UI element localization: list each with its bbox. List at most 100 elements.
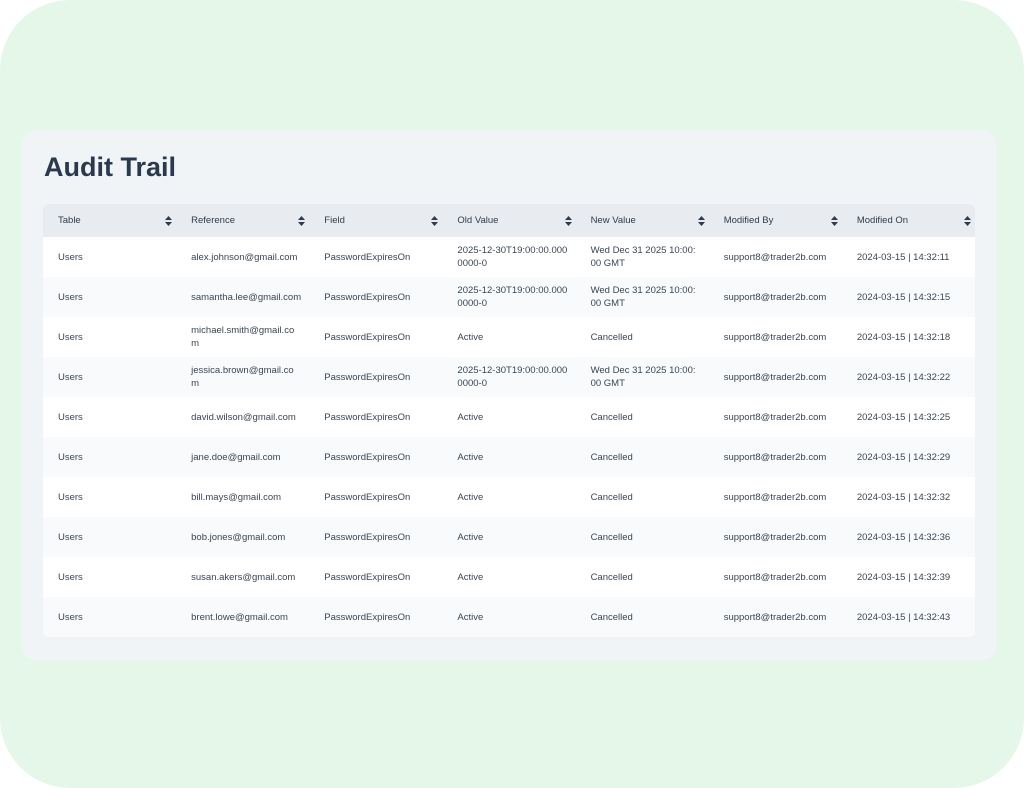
table-row: Users michael.smith@gmail.com PasswordExpi… (43, 317, 975, 357)
table-cell: PasswordExpiresOn (309, 317, 443, 357)
table-body: Users alex.johnson@gmail.com PasswordExpir… (43, 237, 975, 637)
column-label: New Value (590, 215, 636, 226)
column-header[interactable]: Old Value (442, 204, 576, 237)
table-cell: david.wilson@gmail.com (176, 397, 310, 437)
table-cell: Wed Dec 31 2025 10:00:00 GMT (575, 277, 709, 317)
table-cell: Active (442, 597, 576, 637)
table-cell: Cancelled (575, 477, 709, 517)
table-cell: PasswordExpiresOn (309, 517, 443, 557)
table-cell: support8@trader2b.com (708, 477, 842, 517)
table-cell: Active (442, 397, 576, 437)
table-cell: Users (43, 557, 177, 597)
table-cell: support8@trader2b.com (708, 357, 842, 397)
table-cell: PasswordExpiresOn (309, 277, 443, 317)
table-cell: Cancelled (575, 317, 709, 357)
table-cell: samantha.lee@gmail.com (176, 277, 310, 317)
table-cell: 2024-03-15 | 14:32:15 (841, 277, 975, 317)
table-cell: support8@trader2b.com (708, 597, 842, 637)
column-label: Table (58, 215, 81, 226)
table-cell: brent.lowe@gmail.com (176, 597, 310, 637)
header-row: Table Reference Field Old Value New Value Mod… (43, 204, 975, 237)
table-cell: PasswordExpiresOn (309, 597, 443, 637)
table-row: Users bill.mays@gmail.com PasswordExpiresO… (43, 477, 975, 517)
table-cell: Cancelled (575, 597, 709, 637)
table-cell: Wed Dec 31 2025 10:00:00 GMT (575, 237, 709, 277)
table-cell: michael.smith@gmail.com (176, 317, 310, 357)
table-row: Users david.wilson@gmail.com PasswordExpir… (43, 397, 975, 437)
table-cell: Users (43, 597, 177, 637)
page-title: Audit Trail (44, 152, 177, 182)
table-cell: PasswordExpiresOn (309, 477, 443, 517)
table-row: Users susan.akers@gmail.com PasswordExpire… (43, 557, 975, 597)
audit-table: Table Reference Field Old Value New Value Mod… (43, 204, 975, 637)
table-cell: Users (43, 237, 177, 277)
column-label: Reference (191, 215, 235, 226)
table-row: Users jessica.brown@gmail.com PasswordExpi… (43, 357, 975, 397)
table-cell: 2025-12-30T19:00:00.0000000-0 (442, 357, 576, 397)
table-row: Users alex.johnson@gmail.com PasswordExpir… (43, 237, 975, 277)
column-label: Old Value (457, 215, 499, 226)
table-cell: bob.jones@gmail.com (176, 517, 310, 557)
table-cell: support8@trader2b.com (708, 517, 842, 557)
table-cell: Cancelled (575, 517, 709, 557)
table-cell: support8@trader2b.com (708, 237, 842, 277)
table-cell: PasswordExpiresOn (309, 237, 443, 277)
table-cell: 2024-03-15 | 14:32:29 (841, 437, 975, 477)
table-cell: support8@trader2b.com (708, 277, 842, 317)
table-cell: 2025-12-30T19:00:00.0000000-0 (442, 237, 576, 277)
sort-icon[interactable] (431, 216, 439, 226)
sort-icon[interactable] (298, 216, 306, 226)
table-cell: Wed Dec 31 2025 10:00:00 GMT (575, 357, 709, 397)
table-row: Users jane.doe@gmail.com PasswordExpiresOn… (43, 437, 975, 477)
column-label: Modified On (856, 215, 909, 226)
column-header[interactable]: Modified By (708, 204, 842, 237)
table-cell: support8@trader2b.com (708, 437, 842, 477)
table-cell: 2024-03-15 | 14:32:22 (841, 357, 975, 397)
table-cell: PasswordExpiresOn (309, 357, 443, 397)
table-cell: Active (442, 477, 576, 517)
sort-icon[interactable] (964, 216, 971, 226)
table-cell: support8@trader2b.com (708, 557, 842, 597)
table-cell: Users (43, 517, 177, 557)
table-cell: support8@trader2b.com (708, 397, 842, 437)
table-cell: jane.doe@gmail.com (176, 437, 310, 477)
table-cell: Users (43, 277, 177, 317)
column-header[interactable]: Modified On (841, 204, 975, 237)
card: Audit Trail Table Reference Field Old Value… (22, 130, 996, 660)
table-cell: Users (43, 477, 177, 517)
sort-icon[interactable] (697, 216, 705, 226)
column-header[interactable]: Reference (176, 204, 310, 237)
table-cell: Users (43, 397, 177, 437)
sort-icon[interactable] (564, 216, 572, 226)
table-cell: PasswordExpiresOn (309, 397, 443, 437)
table-row: Users bob.jones@gmail.com PasswordExpiresO… (43, 517, 975, 557)
table-cell: 2024-03-15 | 14:32:18 (841, 317, 975, 357)
table-cell: Users (43, 437, 177, 477)
table-cell: Active (442, 317, 576, 357)
column-header[interactable]: New Value (575, 204, 709, 237)
table-cell: Users (43, 357, 177, 397)
column-label: Field (324, 215, 345, 226)
table-cell: bill.mays@gmail.com (176, 477, 310, 517)
table-cell: Cancelled (575, 397, 709, 437)
sort-icon[interactable] (830, 216, 838, 226)
column-label: Modified By (723, 215, 774, 226)
table-cell: 2024-03-15 | 14:32:43 (841, 597, 975, 637)
table-cell: Active (442, 557, 576, 597)
column-header[interactable]: Field (309, 204, 443, 237)
table-cell: Users (43, 317, 177, 357)
table-cell: jessica.brown@gmail.com (176, 357, 310, 397)
table-cell: PasswordExpiresOn (309, 557, 443, 597)
sort-icon[interactable] (165, 216, 173, 226)
table-cell: PasswordExpiresOn (309, 437, 443, 477)
table-cell: Active (442, 437, 576, 477)
table-row: Users samantha.lee@gmail.com PasswordExpir… (43, 277, 975, 317)
column-header[interactable]: Table (43, 204, 177, 237)
table-cell: 2024-03-15 | 14:32:32 (841, 477, 975, 517)
table-row: Users brent.lowe@gmail.com PasswordExpires… (43, 597, 975, 637)
table-cell: Cancelled (575, 437, 709, 477)
table-cell: alex.johnson@gmail.com (176, 237, 310, 277)
table-cell: 2025-12-30T19:00:00.0000000-0 (442, 277, 576, 317)
table-cell: 2024-03-15 | 14:32:11 (841, 237, 975, 277)
